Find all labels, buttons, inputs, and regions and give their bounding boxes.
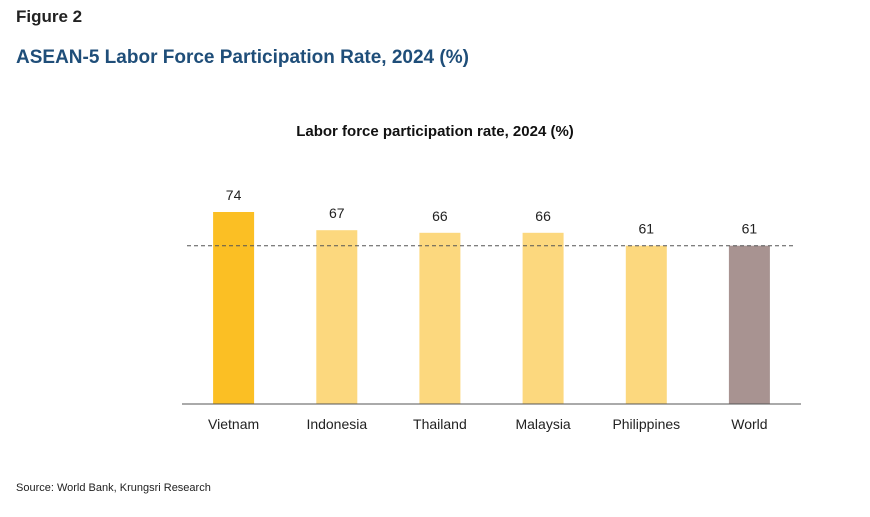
bar-vietnam bbox=[213, 212, 255, 404]
source-note: Source: World Bank, Krungsri Research bbox=[16, 482, 211, 494]
x-tick-label-philippines: Philippines bbox=[612, 416, 680, 432]
x-tick-label-vietnam: Vietnam bbox=[208, 416, 259, 432]
figure-title: ASEAN-5 Labor Force Participation Rate, … bbox=[16, 47, 469, 68]
x-tick-label-indonesia: Indonesia bbox=[306, 416, 367, 432]
data-label-world: 61 bbox=[742, 221, 758, 237]
data-label-philippines: 61 bbox=[639, 221, 655, 237]
data-label-malaysia: 66 bbox=[535, 208, 551, 224]
x-tick-label-malaysia: Malaysia bbox=[515, 416, 570, 432]
x-tick-label-thailand: Thailand bbox=[413, 416, 467, 432]
data-label-thailand: 66 bbox=[432, 208, 448, 224]
x-tick-label-world: World bbox=[731, 416, 767, 432]
chart-title: Labor force participation rate, 2024 (%) bbox=[296, 123, 574, 140]
bar-indonesia bbox=[316, 230, 358, 404]
bar-chart: 74 67 66 66 61 61 Vietnam Indonesia Thailand Mala… bbox=[182, 187, 801, 432]
figure-label: Figure 2 bbox=[16, 7, 83, 26]
data-label-indonesia: 67 bbox=[329, 205, 345, 221]
data-label-vietnam: 74 bbox=[226, 187, 242, 203]
bar-world bbox=[728, 245, 770, 404]
bar-malaysia bbox=[522, 232, 564, 404]
bar-thailand bbox=[419, 232, 461, 404]
bar-philippines bbox=[625, 245, 667, 404]
